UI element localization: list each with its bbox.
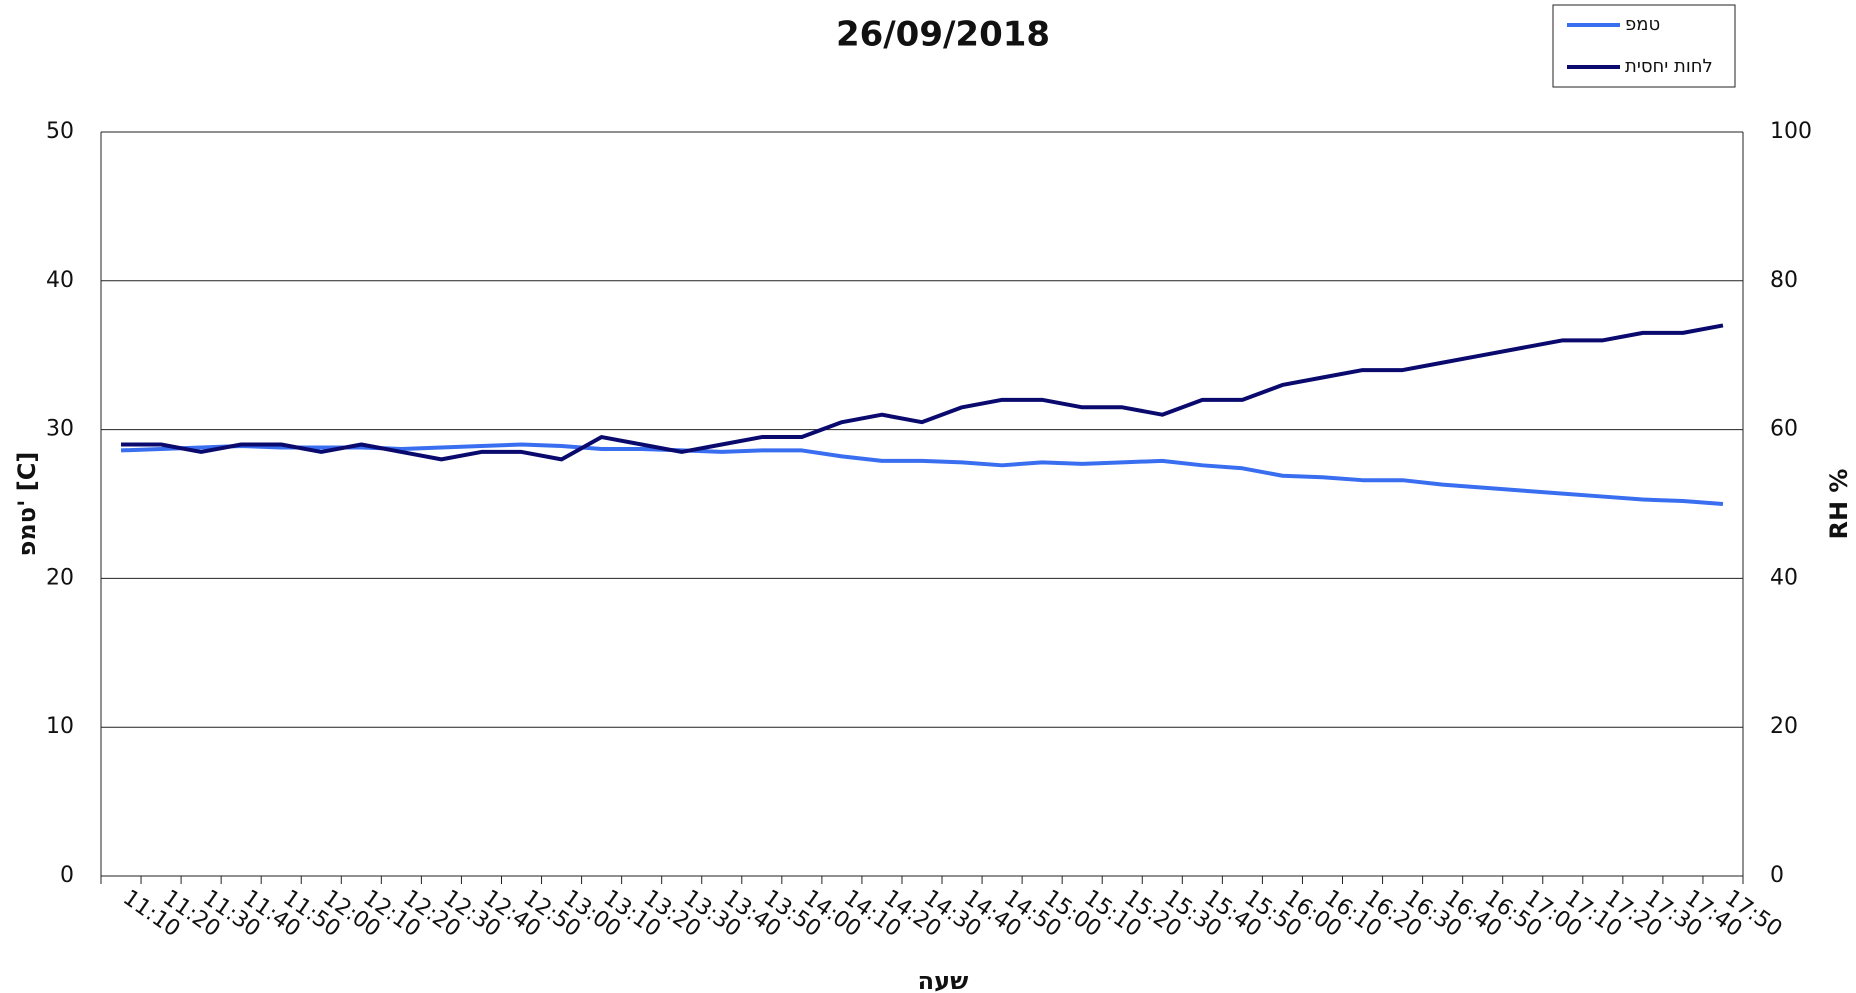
chart-title: 26/09/2018 <box>836 15 1050 55</box>
y-tick-label: 20 <box>46 565 74 590</box>
y2-tick-label: 100 <box>1770 119 1812 144</box>
x-axis-label: שעה <box>918 967 969 993</box>
y-tick-label: 10 <box>46 714 74 739</box>
y-axis-label: טמפ' [C] <box>13 452 41 557</box>
y2-tick-label: 40 <box>1770 565 1798 590</box>
line-series <box>121 323 1724 462</box>
y2-axis-label: RH % <box>1825 469 1853 540</box>
y-tick-label: 0 <box>60 863 74 888</box>
y2-tick-label: 80 <box>1770 268 1798 293</box>
y-tick-label: 30 <box>46 417 74 442</box>
y-tick-label: 50 <box>46 119 74 144</box>
y2-tick-label: 60 <box>1770 417 1798 442</box>
y2-tick-label: 20 <box>1770 714 1798 739</box>
y-tick-label: 40 <box>46 268 74 293</box>
line-series <box>120 442 1724 506</box>
legend-label: טמפ <box>1625 14 1660 35</box>
legend-box <box>1552 4 1736 88</box>
y2-tick-label: 0 <box>1770 863 1784 888</box>
legend-label: לחות יחסית <box>1625 56 1713 77</box>
